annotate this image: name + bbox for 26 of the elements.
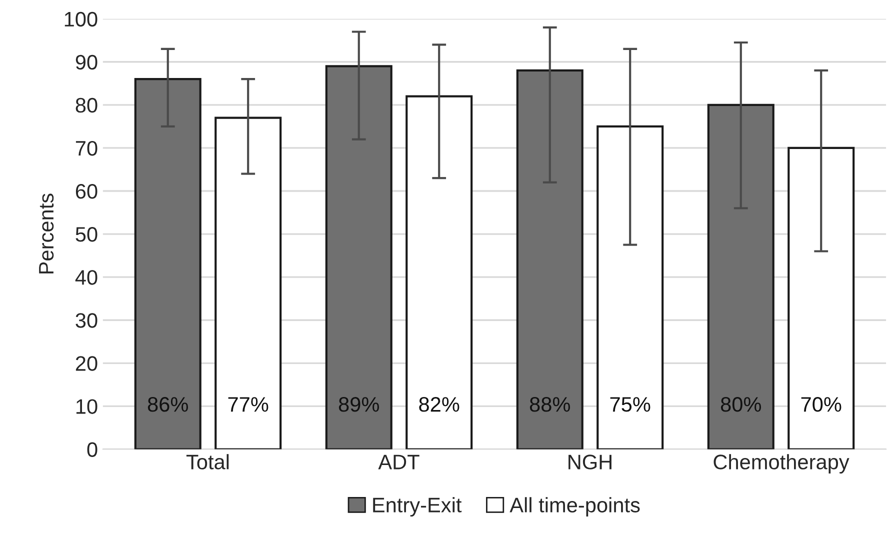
y-tick-label: 40 (75, 270, 98, 285)
legend-label: Entry-Exit (373, 497, 462, 517)
data-label: 75% (610, 397, 650, 412)
y-tick-label: 90 (76, 54, 98, 70)
legend-label: All time-points (510, 497, 640, 517)
y-tick-label: 100 (64, 12, 98, 27)
y-tick-label: 30 (76, 313, 98, 328)
data-label: 77% (228, 397, 268, 412)
data-label: 88% (530, 397, 570, 412)
y-tick-label: 60 (76, 184, 98, 199)
y-tick-label: 80 (76, 98, 98, 113)
x-tick-label: ADT (378, 454, 420, 470)
y-axis-title: Percents (39, 194, 54, 274)
data-label: 80% (720, 397, 761, 412)
data-label: 82% (419, 397, 460, 412)
x-tick-label: Total (186, 454, 229, 470)
x-tick-label: Chemotherapy (714, 454, 850, 474)
data-label: 70% (801, 397, 842, 412)
data-label: 89% (338, 397, 379, 412)
y-tick-label: 10 (76, 399, 98, 414)
y-tick-label: 20 (76, 356, 98, 371)
y-tick-label: 50 (76, 227, 98, 242)
y-tick-label: 70 (76, 140, 98, 156)
x-tick-label: NGH (568, 454, 612, 470)
y-tick-label: 0 (87, 442, 98, 457)
data-label: 86% (148, 397, 188, 412)
